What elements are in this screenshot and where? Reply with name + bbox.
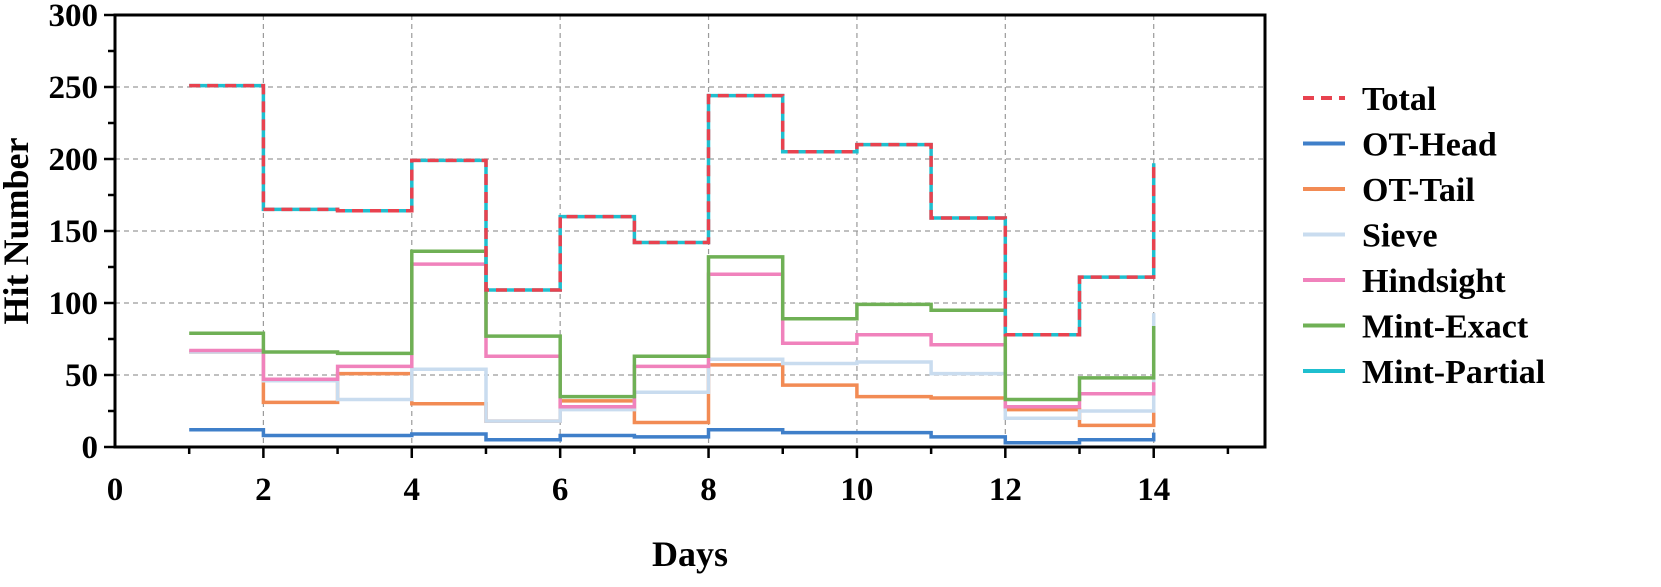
legend-label-mint-partial: Mint-Partial [1362, 354, 1545, 391]
x-tick-label: 6 [552, 472, 569, 508]
y-axis-title: Hit Number [0, 137, 36, 324]
legend-label-total: Total [1362, 81, 1436, 118]
y-tick-label: 250 [49, 70, 99, 106]
series-line-total [189, 83, 1156, 337]
y-tick-label: 0 [82, 430, 99, 466]
y-tick-label: 200 [49, 142, 99, 178]
x-tick-label: 10 [840, 472, 873, 508]
legend-label-ot-tail: OT-Tail [1362, 172, 1475, 209]
x-tick-label: 12 [989, 472, 1022, 508]
x-tick-label: 0 [107, 472, 124, 508]
x-axis-title: Days [652, 534, 728, 574]
x-tick-label: 14 [1137, 472, 1170, 508]
y-tick-label: 50 [65, 358, 98, 394]
legend-label-sieve: Sieve [1362, 218, 1438, 255]
legend-label-mint-exact: Mint-Exact [1362, 309, 1529, 346]
series-line-mint-partial [189, 83, 1156, 337]
y-tick-label: 300 [49, 0, 99, 34]
y-tick-label: 100 [49, 286, 99, 322]
x-tick-label: 4 [404, 472, 421, 508]
x-tick-label: 8 [700, 472, 717, 508]
series-line-mint-exact [189, 249, 1156, 402]
series-line-ot-head [189, 427, 1156, 445]
axis-ticks: 0 2 4 6 8 10 12 14 0 50 100 150 200 250 300 [49, 0, 1230, 508]
series-lines [189, 83, 1156, 445]
x-tick-label: 2 [255, 472, 272, 508]
series-line-ot-tail [189, 350, 1156, 428]
legend: Total OT-Head OT-Tail Sieve Hindsight Mint-Ex… [1303, 81, 1545, 391]
y-tick-label: 150 [49, 214, 99, 250]
legend-label-hindsight: Hindsight [1362, 263, 1506, 300]
legend-label-ot-head: OT-Head [1362, 127, 1497, 164]
